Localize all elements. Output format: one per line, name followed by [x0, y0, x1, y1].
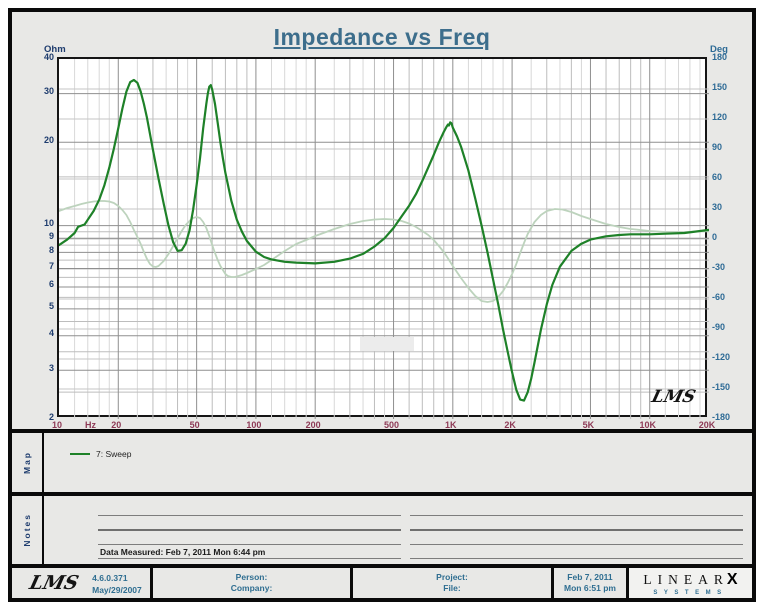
report-frame: Impedance vs Freq Ohm Deg LMS 40 30 20 10 9 8… [8, 8, 756, 602]
notes-rule-line [98, 544, 401, 545]
notes-rule-line [410, 515, 743, 516]
x-tick-label: 5K [582, 420, 595, 430]
y-left-tick-label: 30 [43, 86, 54, 97]
y-left-tick-label: 10 [43, 218, 54, 229]
y-right-tick-label: -60 [712, 291, 726, 302]
map-content: 7: Sweep [44, 433, 752, 492]
lms-logo: LMS [27, 572, 81, 594]
y-right-tick-label: 60 [712, 171, 723, 182]
linearx-systems-text: SYSTEMS [653, 589, 728, 596]
y-right-tick-label: 180 [712, 51, 728, 62]
map-panel: Map 7: Sweep [12, 429, 752, 492]
y-right-tick-label: -150 [712, 381, 731, 392]
y-right-tick-label: -30 [712, 261, 726, 272]
x-tick-label: 2K [504, 420, 516, 430]
impedance-plot [59, 59, 709, 419]
x-tick-label: 20K [698, 420, 716, 430]
x-tick-label: 500 [384, 420, 400, 430]
x-tick-label: 20 [111, 420, 122, 430]
project-label: Project: [436, 571, 468, 582]
y-left-tick-label: 9 [48, 230, 54, 241]
map-label-cell: Map [12, 433, 44, 492]
person-company-block: Person: Company: [231, 572, 273, 595]
chart-title: Impedance vs Freq [273, 24, 491, 50]
footer-bar: LMS 4.6.0.371 May/29/2007 Person: Compan… [12, 564, 752, 598]
project-file-block: Project: File: [436, 572, 468, 595]
watermark-rect [360, 337, 414, 351]
y-right-tick-label: -180 [712, 411, 731, 422]
plot-area: LMS [57, 57, 709, 419]
notes-label: Notes [22, 513, 32, 547]
grid-minor [59, 59, 709, 419]
map-label: Map [22, 451, 32, 474]
person-label: Person: [235, 571, 268, 582]
y-left-axis-unit: Ohm [44, 44, 66, 55]
y-right-tick-label: 150 [712, 81, 728, 92]
y-right-tick-label: 90 [712, 141, 723, 152]
x-tick-label: 50 [189, 420, 200, 430]
y-left-tick-label: 6 [48, 279, 54, 290]
notes-content: Data Measured: Feb 7, 2011 Mon 6:44 pm [44, 496, 752, 564]
y-right-tick-label: 120 [712, 111, 728, 122]
x-tick-label: 10 [51, 420, 63, 430]
grid-major [59, 59, 709, 419]
x-tick-label: 200 [305, 420, 321, 430]
version-block: 4.6.0.371 May/29/2007 [92, 570, 142, 596]
footer-date-cell: Feb 7, 2011 Mon 6:51 pm [551, 568, 626, 598]
data-measured-text: Data Measured: Feb 7, 2011 Mon 6:44 pm [100, 547, 266, 557]
phase-deg-curve [59, 200, 709, 303]
footer-brand-cell: LINEAR X SYSTEMS [626, 568, 752, 598]
company-label: Company: [230, 583, 273, 593]
y-left-tick-label: 7 [48, 260, 54, 271]
y-right-tick-label: -120 [712, 351, 731, 362]
impedance-ohm-curve [59, 78, 709, 402]
app-version: 4.6.0.371 [92, 573, 128, 584]
y-left-tick-label: 8 [48, 244, 54, 255]
report-date: Feb 7, 2011 [567, 571, 613, 582]
app-build-date: May/29/2007 [92, 584, 142, 595]
report-time: Mon 6:51 pm [564, 583, 616, 593]
notes-rule-line [410, 529, 743, 531]
y-left-tick-label: 4 [48, 328, 54, 339]
linearx-logo: LINEAR X [643, 571, 737, 589]
notes-rule-line [98, 529, 401, 531]
x-tick-label: 1K [445, 420, 457, 430]
lms-watermark-logo: LMS [649, 387, 698, 407]
file-label: File: [443, 583, 461, 593]
legend-label: 7: Sweep [96, 449, 132, 459]
y-right-tick-label: -90 [712, 321, 726, 332]
notes-rule-line [98, 515, 401, 516]
y-left-tick-label: 3 [48, 362, 54, 373]
date-time-block: Feb 7, 2011 Mon 6:51 pm [564, 572, 616, 595]
x-axis-unit-label: Hz [85, 420, 96, 430]
notes-panel: Notes Data Measured: Feb 7, 2011 Mon 6:4… [12, 492, 752, 564]
notes-rule-line [410, 558, 743, 559]
notes-rule-line [98, 558, 401, 559]
y-left-tick-label: 2 [48, 411, 54, 422]
y-right-axis-unit: Deg [710, 44, 728, 55]
linearx-x-glyph: X [726, 570, 738, 588]
legend-item: 7: Sweep [70, 449, 131, 459]
y-left-tick-label: 20 [43, 134, 54, 145]
grid-degrees [59, 88, 709, 390]
y-left-tick-label: 40 [43, 51, 54, 62]
x-tick-label: 100 [246, 420, 262, 430]
chart-section: Impedance vs Freq Ohm Deg LMS 40 30 20 10 9 8… [12, 12, 752, 430]
notes-rule-line [410, 544, 743, 545]
y-right-tick-label: 0 [712, 231, 718, 242]
footer-project-cell: Project: File: [350, 568, 551, 598]
y-left-tick-label: 5 [48, 301, 54, 312]
footer-version-cell: LMS 4.6.0.371 May/29/2007 [12, 568, 150, 598]
footer-person-cell: Person: Company: [150, 568, 350, 598]
notes-label-cell: Notes [12, 496, 44, 564]
linearx-linear-text: LINEAR [643, 571, 729, 587]
y-right-tick-label: 30 [712, 201, 723, 212]
x-tick-label: 10K [639, 420, 656, 430]
legend-line-swatch [70, 453, 90, 455]
